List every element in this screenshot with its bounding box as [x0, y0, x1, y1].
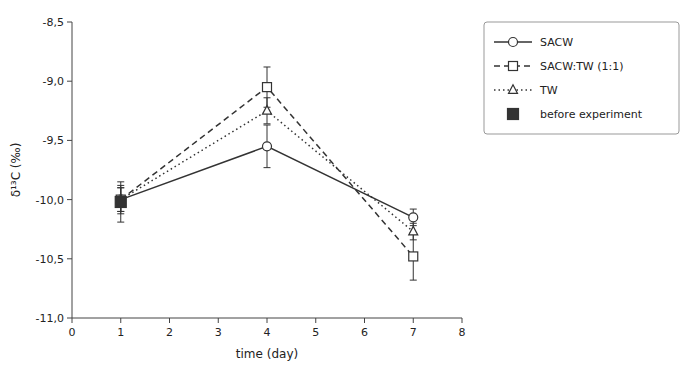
chart: 0 1 2 3 4 5 6 7 8 -11,0 -10,5 -10,0 -9,5 -9,0 -8,5 time… — [0, 0, 691, 371]
y-axis-label: δ¹³C (‰) — [9, 143, 23, 198]
series-line — [121, 111, 414, 232]
legend: SACW SACW:TW (1:1) TW before experiment — [484, 22, 679, 134]
y-tick — [67, 318, 72, 319]
x-tick — [72, 318, 73, 323]
x-tick — [315, 318, 316, 323]
series-line — [121, 87, 414, 256]
error-bar-cap — [264, 97, 271, 98]
error-bar-cap — [264, 123, 271, 124]
point — [263, 106, 272, 115]
y-tick-label: -10,0 — [36, 194, 64, 207]
y-tick-label: -9,0 — [43, 75, 64, 88]
x-tick-label: 8 — [459, 326, 466, 339]
legend-label: before experiment — [540, 108, 643, 121]
y-tick-label: -9,5 — [43, 134, 64, 147]
point — [263, 83, 272, 92]
point — [263, 142, 272, 151]
x-tick — [169, 318, 170, 323]
error-bar-cap — [117, 222, 124, 223]
series — [116, 98, 418, 240]
y-tick-label: -10,5 — [36, 253, 64, 266]
x-tick — [364, 318, 365, 323]
series — [115, 182, 126, 222]
error-bar-cap — [410, 280, 417, 281]
error-bar — [410, 233, 417, 280]
x-tick — [462, 318, 463, 323]
axes: 0 1 2 3 4 5 6 7 8 -11,0 -10,5 -10,0 -9,5 -9,0 -8,5 — [36, 16, 466, 339]
x-axis-label: time (day) — [236, 347, 298, 361]
point — [115, 196, 126, 207]
error-bar-cap — [410, 239, 417, 240]
legend-symbol — [508, 109, 519, 120]
x-tick — [413, 318, 414, 323]
x-tick — [120, 318, 121, 323]
y-tick-label: -11,0 — [36, 312, 64, 325]
x-tick-label: 7 — [410, 326, 417, 339]
y-tick-label: -8,5 — [43, 16, 64, 29]
legend-label: SACW:TW (1:1) — [540, 60, 624, 73]
legend-symbol — [509, 62, 518, 71]
x-tick-label: 2 — [166, 326, 173, 339]
series — [116, 125, 418, 226]
data-area — [115, 67, 418, 280]
x-tick-label: 1 — [117, 326, 124, 339]
y-tick — [67, 81, 72, 82]
error-bar — [410, 209, 417, 226]
y-tick — [67, 258, 72, 259]
x-tick-label: 4 — [264, 326, 271, 339]
point — [409, 226, 418, 235]
error-bar — [264, 125, 271, 168]
point — [409, 213, 418, 222]
y-axis-line — [72, 22, 73, 318]
legend-box — [484, 22, 679, 134]
error-bar-cap — [264, 66, 271, 67]
x-tick — [267, 318, 268, 323]
x-tick-label: 0 — [69, 326, 76, 339]
point — [409, 252, 418, 261]
error-bar-cap — [264, 125, 271, 126]
y-tick — [67, 140, 72, 141]
y-tick — [67, 22, 72, 23]
legend-label: TW — [539, 84, 558, 97]
x-tick-label: 6 — [361, 326, 368, 339]
error-bar-cap — [264, 167, 271, 168]
series — [116, 67, 418, 280]
error-bar-cap — [410, 209, 417, 210]
y-tick — [67, 199, 72, 200]
error-bar — [264, 98, 271, 124]
legend-symbol — [509, 38, 518, 47]
x-tick-label: 3 — [215, 326, 222, 339]
error-bar — [410, 223, 417, 240]
error-bar-cap — [117, 181, 124, 182]
x-tick-label: 5 — [312, 326, 319, 339]
legend-label: SACW — [540, 36, 573, 49]
legend-symbol — [509, 85, 518, 94]
error-bar-cap — [410, 223, 417, 224]
x-tick — [218, 318, 219, 323]
